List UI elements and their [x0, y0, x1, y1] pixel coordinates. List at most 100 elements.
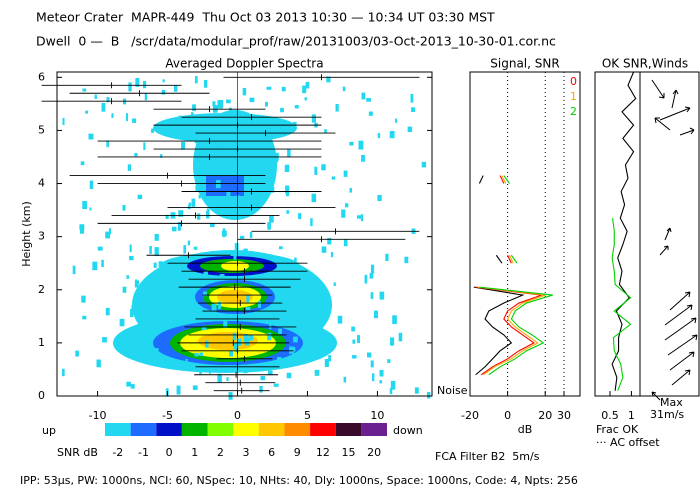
speckle — [311, 292, 317, 296]
speckle — [331, 176, 336, 180]
speckle — [128, 82, 132, 92]
profile-line — [479, 286, 553, 376]
speckle — [191, 198, 196, 207]
speckle — [248, 334, 254, 341]
speckle — [82, 200, 87, 209]
speckle — [195, 185, 201, 192]
speckle — [265, 101, 268, 107]
speckle — [269, 282, 272, 288]
speckle — [260, 376, 266, 381]
speckle — [221, 117, 224, 126]
speckle — [286, 210, 290, 214]
speckle — [197, 182, 201, 187]
speckle — [243, 369, 248, 374]
speckle — [368, 111, 373, 116]
colorbar-swatch — [105, 423, 131, 436]
speckle — [285, 185, 290, 194]
speckle — [379, 380, 383, 384]
speckle — [310, 317, 315, 326]
speckle — [240, 144, 244, 152]
wind-arrow — [667, 334, 698, 356]
speckle — [215, 180, 221, 189]
speckle — [330, 252, 334, 258]
filter-label: FCA Filter B2 5m/s — [435, 450, 540, 463]
speckle — [246, 295, 250, 303]
wind-arrow — [671, 89, 679, 109]
speckle — [202, 141, 207, 149]
speckle — [277, 314, 281, 323]
speckle — [105, 231, 110, 239]
colorbar-tick-label: 0 — [166, 446, 173, 459]
y-tick-label: 2 — [38, 283, 45, 296]
speckle — [267, 370, 273, 376]
speckle — [404, 256, 409, 264]
speckle — [373, 310, 378, 319]
colorbar-tick-label: 3 — [243, 446, 250, 459]
speckle — [106, 97, 110, 103]
speckle — [89, 207, 92, 211]
speckle — [203, 271, 208, 280]
speckle — [217, 100, 223, 109]
speckle — [278, 246, 283, 250]
x-tick-label: 0 — [234, 409, 241, 422]
speckle — [395, 118, 398, 123]
speckle — [178, 210, 184, 217]
speckle — [137, 194, 143, 199]
speckle — [244, 186, 247, 193]
speckle — [426, 391, 431, 399]
profile-line — [495, 254, 503, 264]
speckle — [266, 86, 272, 90]
max-speed: 31m/s — [650, 408, 684, 421]
speckle — [272, 315, 277, 324]
speckle — [178, 115, 182, 124]
speckle — [136, 305, 139, 313]
speckle — [192, 104, 196, 112]
speckle — [217, 373, 222, 383]
wind-arrow — [664, 317, 697, 341]
speckle — [364, 274, 368, 284]
speckle — [119, 318, 125, 327]
speckle — [343, 239, 348, 247]
speckle — [212, 101, 216, 107]
speckle — [152, 288, 157, 296]
speckle — [356, 215, 362, 219]
speckle — [390, 380, 396, 390]
speckle — [327, 237, 332, 245]
max-label: Max — [660, 396, 683, 409]
speckle — [289, 346, 295, 354]
speckle — [298, 213, 302, 220]
header-line1: Meteor Crater MAPR-449 Thu Oct 03 2013 1… — [36, 10, 495, 25]
speckle — [82, 315, 87, 320]
speckle — [311, 193, 317, 203]
speckle — [210, 124, 216, 130]
speckle — [223, 320, 228, 328]
colorbar-tick-label: 1 — [191, 446, 198, 459]
speckle — [126, 381, 131, 387]
x-tick-label: 0.5 — [601, 409, 619, 422]
colorbar-tick-label: 2 — [217, 446, 224, 459]
speckle — [162, 290, 165, 295]
speckle — [208, 364, 211, 374]
speckle — [121, 344, 126, 351]
speckle — [79, 224, 85, 230]
contour — [217, 290, 253, 304]
speckle — [226, 99, 231, 104]
speckle — [267, 222, 271, 230]
speckle — [242, 87, 247, 96]
speckle — [97, 246, 103, 251]
speckle — [314, 369, 320, 376]
speckle — [220, 201, 225, 207]
speckle — [281, 86, 286, 92]
profile-line — [611, 71, 637, 391]
contour — [198, 332, 258, 350]
speckle — [230, 159, 235, 169]
speckle — [135, 279, 138, 283]
speckle — [196, 213, 201, 220]
speckle — [284, 164, 290, 172]
speckle — [293, 268, 299, 277]
speckle — [414, 387, 419, 394]
speckle — [199, 369, 202, 375]
speckle — [219, 274, 225, 280]
speckle — [176, 298, 179, 307]
speckle — [129, 342, 135, 349]
